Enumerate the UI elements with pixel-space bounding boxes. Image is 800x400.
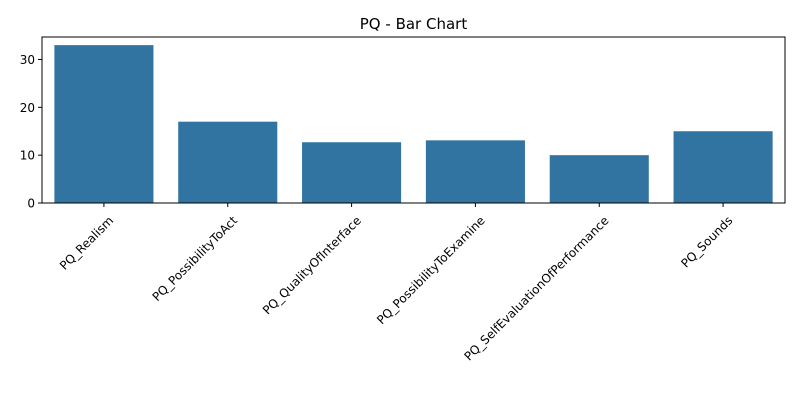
bar-PQ_QualityOfInterface [302,142,402,203]
x-tick-label: PQ_PossibilityToExamine [374,213,488,327]
x-tick-label: PQ_Sounds [678,213,735,270]
bar-PQ_PossibilityToExamine [425,140,525,203]
y-tick-label: 0 [27,197,35,211]
x-tick-label: PQ_Realism [57,213,116,272]
y-tick-label: 20 [20,101,35,115]
plot-frame [41,36,786,204]
bar-PQ_Sounds [673,131,773,203]
x-axis: PQ_Realism PQ_PossibilityToAct PQ_QualityO… [57,203,735,364]
x-tick-label: PQ_QualityOfInterface [260,213,364,317]
y-tick-label: 30 [20,53,35,67]
y-axis: 0 10 20 30 [20,53,42,211]
bars-group [54,45,773,203]
bar-PQ_SelfEvaluationOfPerformance [549,155,649,203]
bar-PQ_Realism [54,45,154,203]
y-tick-label: 10 [20,149,35,163]
bar-PQ_PossibilityToAct [178,121,278,203]
x-tick-label: PQ_PossibilityToAct [150,213,241,304]
x-tick-label: PQ_SelfEvaluationOfPerformance [461,213,611,363]
chart-title: PQ - Bar Chart [360,15,468,33]
